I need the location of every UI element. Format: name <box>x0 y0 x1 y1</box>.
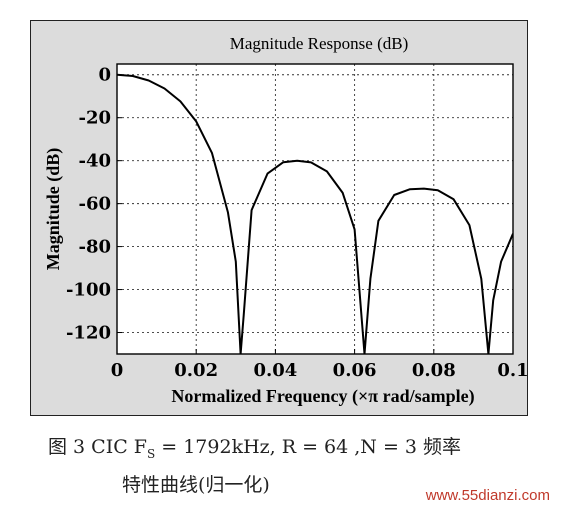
caption-text-1-rest: = 1792kHz, R = 64 ,N = 3 频率 <box>155 436 462 458</box>
y-tick-label: -100 <box>66 280 111 301</box>
x-tick-label: 0.04 <box>253 360 297 381</box>
caption-text-2: 特性曲线(归一化) <box>122 474 270 496</box>
x-tick-label: 0 <box>111 360 124 381</box>
y-tick-label: 0 <box>98 65 111 86</box>
watermark-accent: 55dianzi <box>461 487 518 504</box>
caption-line-2: 特性曲线(归一化) <box>122 470 270 497</box>
x-tick-label: 0.06 <box>333 360 377 381</box>
y-tick-label: -120 <box>66 323 111 344</box>
watermark: www.55dianzi.com <box>426 487 550 504</box>
y-tick-label: -40 <box>78 151 111 172</box>
figure-panel: 0 0.02 0.04 0.06 0.08 0.1 0 -20 -40 -60 -80 -100 -12… <box>30 20 529 416</box>
magnitude-response-chart: 0 0.02 0.04 0.06 0.08 0.1 0 -20 -40 -60 -80 -100 -12… <box>43 34 529 407</box>
x-tick-label: 0.08 <box>412 360 456 381</box>
watermark-prefix: www. <box>425 487 462 504</box>
y-tick-label: -80 <box>78 237 111 258</box>
caption-line-1: 图 3 CIC FS = 1792kHz, R = 64 ,N = 3 频率 <box>48 432 461 461</box>
watermark-suffix: .com <box>517 487 550 504</box>
chart-title: Magnitude Response (dB) <box>230 34 408 53</box>
x-tick-label: 0.1 <box>497 360 528 381</box>
caption-subscript: S <box>146 446 156 461</box>
plot-frame <box>116 63 514 355</box>
y-tick-label: -60 <box>78 194 111 215</box>
response-curve <box>117 73 513 354</box>
y-tick-label: -20 <box>78 108 111 129</box>
x-tick-label: 0.02 <box>174 360 218 381</box>
caption-text-1: 图 3 CIC F <box>48 436 147 458</box>
y-axis-label: Magnitude (dB) <box>43 148 64 271</box>
plot-area <box>117 64 513 354</box>
x-axis-label: Normalized Frequency (×π rad/sample) <box>171 386 474 407</box>
